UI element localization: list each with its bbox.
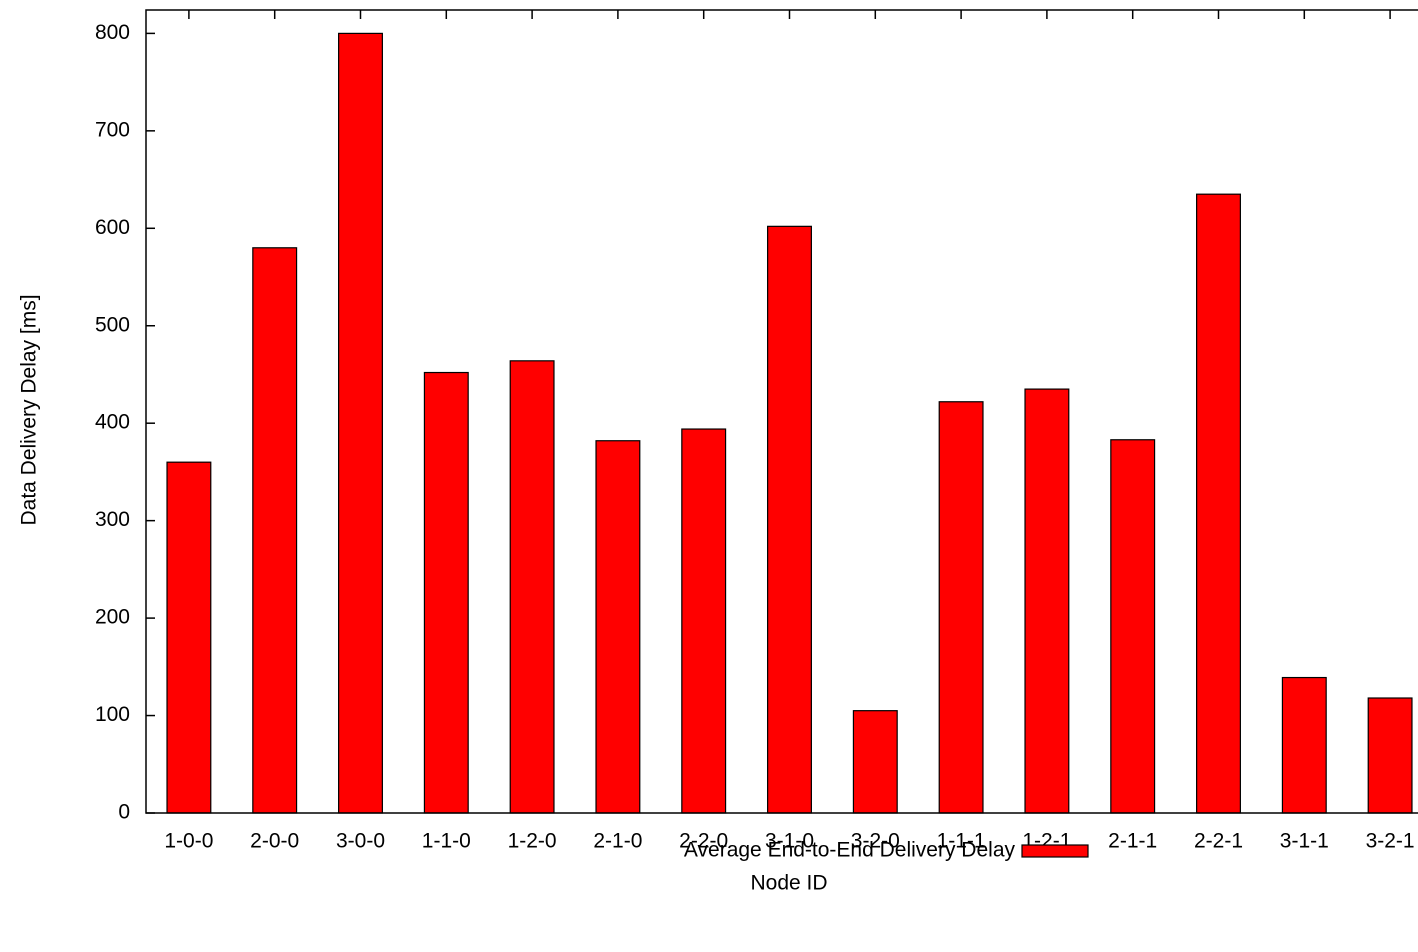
- x-tick-label: 3-0-0: [336, 830, 385, 853]
- y-tick-label: 600: [95, 216, 130, 239]
- bar: [510, 361, 554, 813]
- y-tick-label: 100: [95, 703, 130, 726]
- bar: [682, 429, 726, 813]
- bar: [1197, 194, 1241, 813]
- x-tick-label: 1-0-0: [164, 830, 213, 853]
- y-tick-label: 800: [95, 21, 130, 44]
- x-axis-label: Node ID: [750, 872, 827, 895]
- legend-label: Average End-to-End Delivery Delay: [684, 839, 1016, 862]
- bar: [424, 373, 468, 813]
- x-tick-label: 3-2-1: [1366, 830, 1415, 853]
- bar: [596, 441, 640, 813]
- bar: [768, 226, 812, 813]
- x-tick-label: 2-2-1: [1194, 830, 1243, 853]
- y-tick-label: 400: [95, 411, 130, 434]
- y-tick-label: 700: [95, 118, 130, 141]
- legend-swatch: [1022, 845, 1088, 857]
- bar: [1025, 389, 1069, 813]
- y-tick-label: 0: [118, 801, 130, 824]
- bar: [1368, 698, 1412, 813]
- chart: Node ID Data Delivery Delay [ms] 0 100 200…: [0, 0, 1418, 952]
- x-tick-label: 2-0-0: [250, 830, 299, 853]
- y-axis-label: Data Delivery Delay [ms]: [18, 294, 41, 525]
- bar: [853, 711, 897, 813]
- x-tick-label: 2-1-0: [593, 830, 642, 853]
- y-tick-label: 200: [95, 606, 130, 629]
- bar: [1111, 440, 1155, 813]
- y-tick-label: 500: [95, 313, 130, 336]
- x-tick-label: 2-1-1: [1108, 830, 1157, 853]
- y-tick-label: 300: [95, 508, 130, 531]
- bar: [1282, 678, 1326, 813]
- bar: [253, 248, 297, 813]
- bar: [939, 402, 983, 813]
- bar: [339, 33, 383, 813]
- page: {"chart_data": {"type": "bar", "x_label"…: [0, 0, 1418, 952]
- bar: [167, 462, 211, 813]
- x-tick-label: 1-1-0: [422, 830, 471, 853]
- x-tick-label: 3-1-1: [1280, 830, 1329, 853]
- x-tick-label: 1-2-0: [508, 830, 557, 853]
